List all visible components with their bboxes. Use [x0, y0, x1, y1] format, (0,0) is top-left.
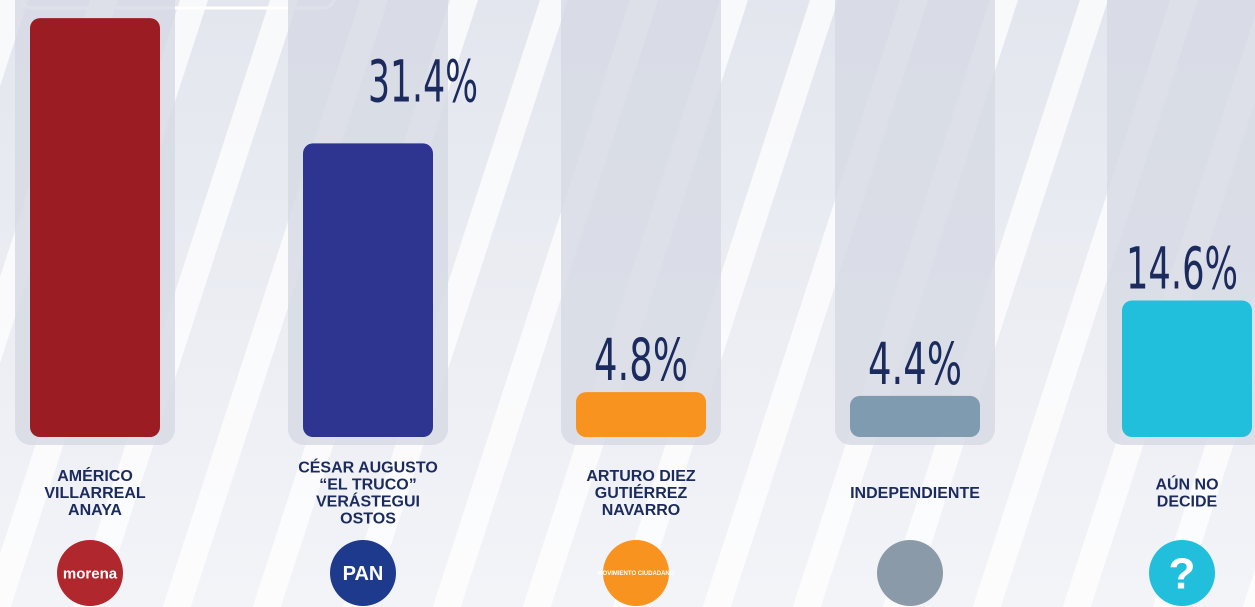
logo — [877, 540, 943, 606]
logo — [603, 540, 669, 606]
category-line: ANAYA — [68, 502, 122, 519]
logo-text: morena — [63, 565, 118, 582]
category-line: GUTIÉRREZ — [595, 483, 688, 502]
category-line: OSTOS — [340, 511, 396, 528]
bar — [30, 18, 160, 438]
logo-text: ? — [1169, 549, 1196, 598]
logo-text: PAN — [343, 563, 384, 585]
category-line: INDEPENDIENTE — [850, 485, 980, 502]
category-label: ARTURO DIEZ GUTIÉRREZ NAVARRO — [586, 468, 696, 519]
category-line: VERÁSTEGUI — [316, 492, 420, 511]
bar — [576, 392, 706, 437]
category-label: AMÉRICO VILLARREAL ANAYA — [44, 466, 146, 519]
category-line: ARTURO DIEZ — [586, 468, 696, 485]
value-label: 14.6% — [1126, 234, 1238, 302]
bar — [850, 395, 980, 437]
category-line: VILLARREAL — [44, 485, 146, 502]
category-label: INDEPENDIENTE — [850, 485, 980, 502]
top-box — [19, 0, 336, 10]
value-label: 31.4% — [368, 47, 478, 115]
bar — [303, 143, 433, 437]
category-line: DECIDE — [1157, 494, 1218, 511]
bar — [1122, 300, 1252, 437]
logo — [57, 540, 123, 606]
category-line: AMÉRICO — [57, 466, 133, 485]
logo — [330, 540, 396, 606]
value-label: 4.4% — [868, 330, 962, 398]
category-label: CÉSAR AUGUSTO “EL TRUCO” VERÁSTEGUI OSTOS — [298, 458, 438, 528]
category-line: CÉSAR AUGUSTO — [298, 458, 438, 477]
logo-text: MOVIMIENTO CIUDADANO — [598, 571, 675, 577]
logo — [1149, 540, 1215, 606]
category-label: AÚN NO DECIDE — [1155, 475, 1218, 511]
value-label: 4.8% — [594, 326, 688, 394]
category-line: NAVARRO — [602, 502, 681, 519]
category-line: “EL TRUCO” — [319, 477, 416, 494]
category-line: AÚN NO — [1155, 475, 1218, 494]
bar-track — [561, 0, 721, 445]
bar-track — [835, 0, 995, 445]
